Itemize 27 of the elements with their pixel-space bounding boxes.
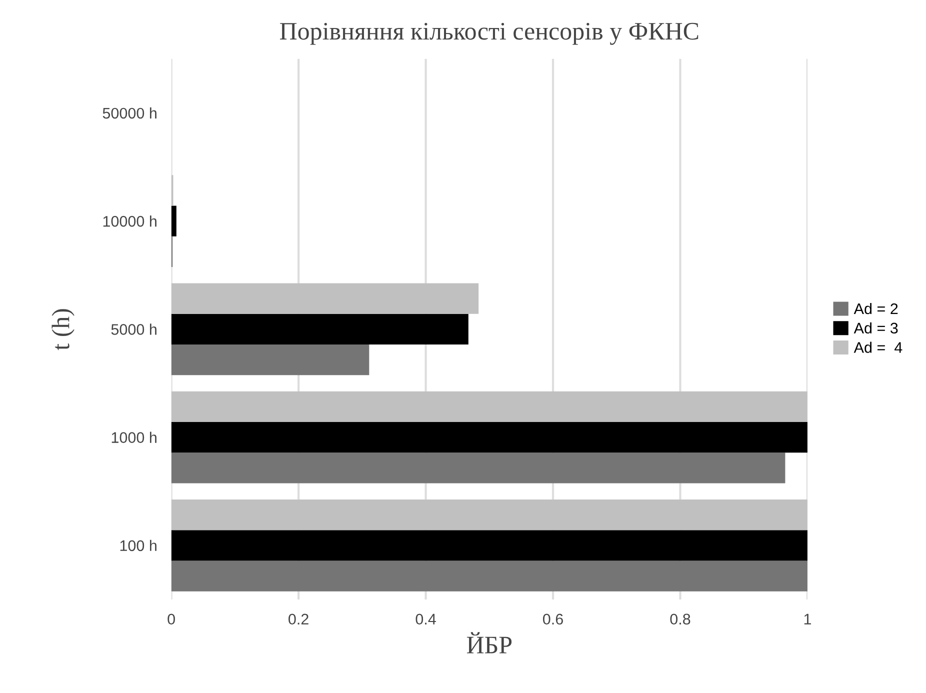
legend-label: Ad = 4 <box>854 342 902 353</box>
x-tick-label: 0 <box>168 614 175 625</box>
y-tick-label: 100 h <box>120 540 156 552</box>
chart-title: Порівняння кількості сенсорів у ФКНС <box>280 22 698 45</box>
x-tick-label: 0.8 <box>670 614 690 625</box>
bar <box>171 314 468 344</box>
legend-label: Ad = 2 <box>854 302 898 314</box>
bar <box>171 530 808 561</box>
bar <box>171 344 370 376</box>
bar <box>171 391 808 422</box>
x-tick-label: 1 <box>804 614 811 624</box>
x-axis-title: ЙБР <box>466 632 512 654</box>
bar <box>171 206 176 236</box>
y-tick-label: 5000 h <box>111 324 156 335</box>
y-tick-label: 1000 h <box>112 432 156 443</box>
bar <box>171 422 808 453</box>
bar <box>171 499 808 530</box>
x-tick-label: 0.2 <box>288 614 308 625</box>
y-tick-label: 50000 h <box>102 107 156 119</box>
bar <box>171 560 808 592</box>
y-tick-label: 10000 h <box>103 216 156 227</box>
x-tick-label: 0.4 <box>416 614 436 625</box>
y-axis-title: t (h) <box>52 309 74 350</box>
x-tick-label: 0.6 <box>542 614 563 625</box>
legend-label: Ad = 3 <box>854 322 898 334</box>
bar <box>171 452 786 484</box>
bar <box>171 283 479 314</box>
